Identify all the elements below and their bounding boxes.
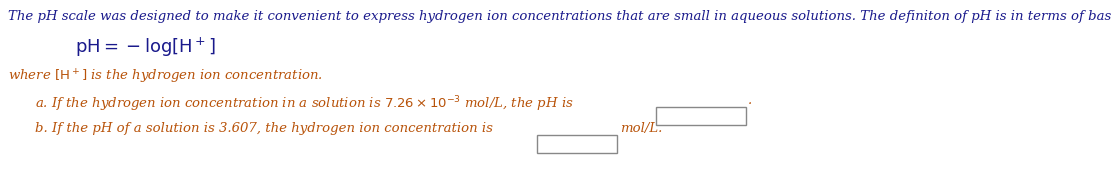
Text: a. If the hydrogen ion concentration in a solution is $7.26 \times 10^{-3}$ mol/: a. If the hydrogen ion concentration in … [36,94,573,114]
Text: b. If the pH of a solution is 3.607, the hydrogen ion concentration is: b. If the pH of a solution is 3.607, the… [36,122,493,135]
Text: .: . [748,94,752,107]
Text: The pH scale was designed to make it convenient to express hydrogen ion concentr: The pH scale was designed to make it con… [8,10,1111,23]
Bar [655,107,745,125]
Text: mol/L.: mol/L. [620,122,662,135]
Text: $\mathrm{pH} = -\log\!\left[\mathrm{H}^+\right]$: $\mathrm{pH} = -\log\!\left[\mathrm{H}^+… [76,36,216,59]
Text: where $\left[\mathrm{H}^+\right]$ is the hydrogen ion concentration.: where $\left[\mathrm{H}^+\right]$ is the… [8,68,323,86]
Bar [537,135,617,153]
